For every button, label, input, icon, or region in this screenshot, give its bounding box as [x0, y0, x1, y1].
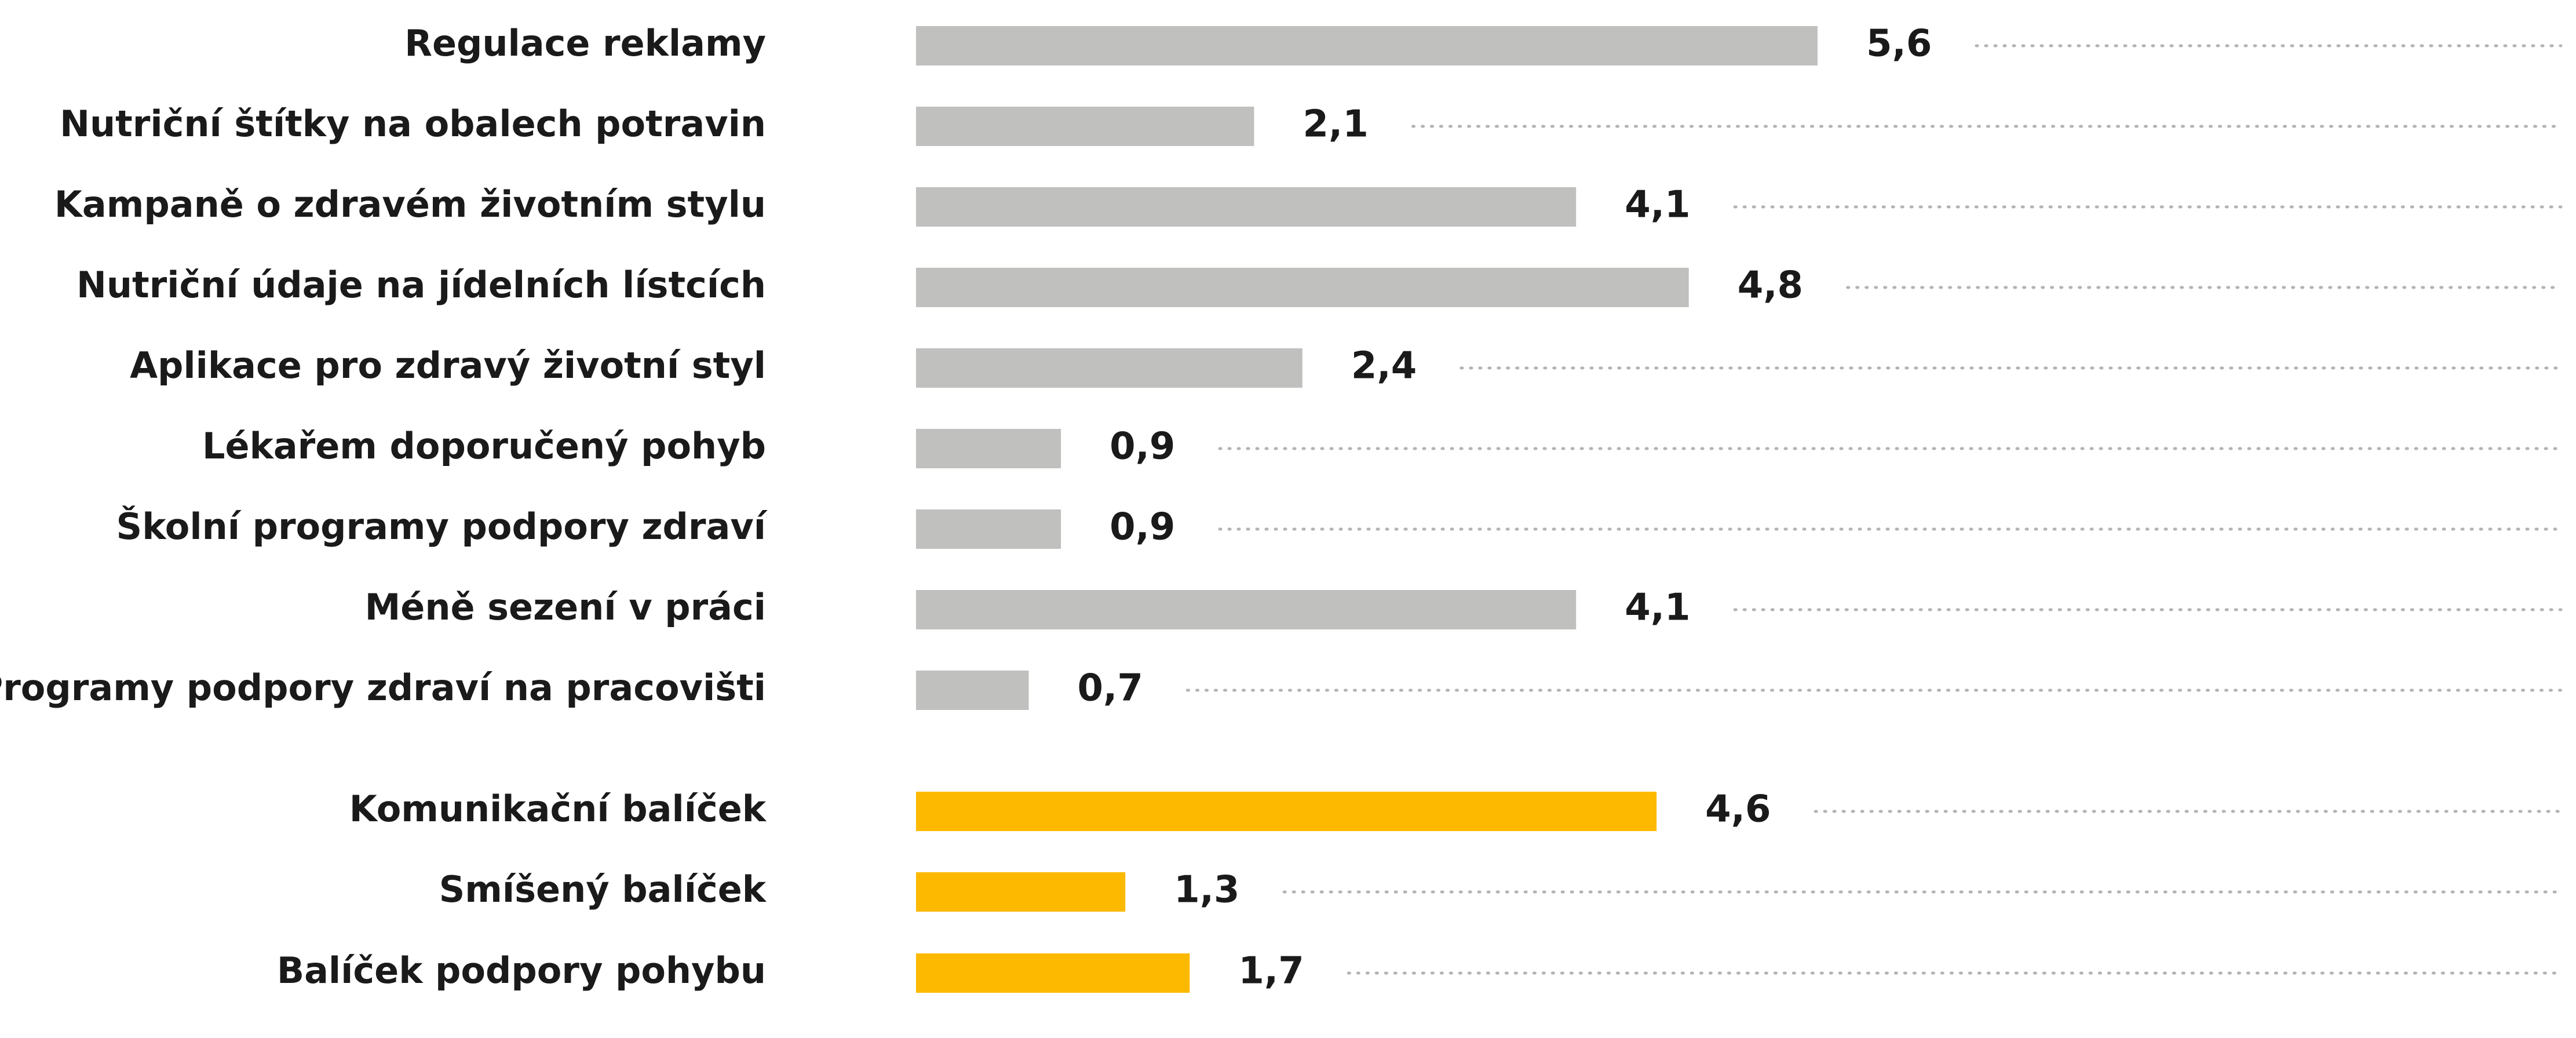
- category-label: Komunikační balíček: [349, 788, 767, 830]
- bar: [916, 872, 1126, 912]
- bar: [916, 671, 1029, 710]
- category-label: Balíček podpory pohybu: [277, 949, 766, 992]
- value-label: 2,4: [1351, 345, 1417, 388]
- value-label: 1,7: [1238, 950, 1304, 993]
- category-label: Školní programy podpory zdraví: [116, 505, 768, 548]
- value-label: 2,1: [1303, 103, 1369, 146]
- bar: [916, 26, 1818, 65]
- value-label: 4,1: [1625, 587, 1690, 629]
- category-label: Programy podpory zdraví na pracovišti: [0, 666, 766, 709]
- bar: [916, 953, 1190, 993]
- value-label: 0,7: [1078, 667, 1143, 710]
- category-label: Nutriční údaje na jídelních lístcích: [76, 264, 766, 306]
- bar: [916, 509, 1061, 549]
- bar: [916, 187, 1577, 227]
- value-label: 0,9: [1110, 506, 1175, 549]
- category-label: Smíšený balíček: [439, 868, 767, 910]
- value-label: 5,6: [1866, 23, 1932, 65]
- category-label: Regulace reklamy: [404, 22, 766, 64]
- category-label: Aplikace pro zdravý životní styl: [130, 344, 766, 387]
- category-label: Kampaně o zdravém životním stylu: [54, 183, 766, 225]
- value-label: 4,8: [1738, 264, 1803, 307]
- bar: [916, 590, 1577, 629]
- bar: [916, 268, 1689, 307]
- value-label: 4,6: [1705, 788, 1771, 831]
- category-label: Lékařem doporučený pohyb: [202, 425, 766, 467]
- bar: [916, 107, 1254, 146]
- value-label: 1,3: [1174, 869, 1239, 912]
- value-label: 0,9: [1110, 425, 1175, 468]
- bar: [916, 348, 1302, 388]
- value-label: 4,1: [1625, 184, 1690, 227]
- bar: [916, 792, 1657, 831]
- category-label: Nutriční štítky na obalech potravin: [60, 103, 766, 145]
- bar: [916, 429, 1061, 468]
- category-label: Méně sezení v práci: [365, 586, 766, 628]
